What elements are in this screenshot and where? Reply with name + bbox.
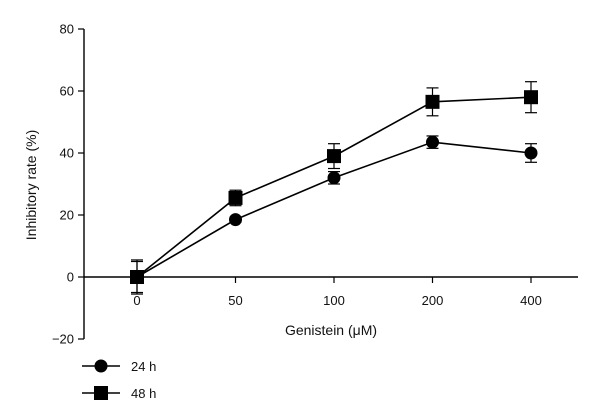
legend-entry: 24 h [82,359,156,374]
y-axis-title: Inhibitory rate (%) [23,130,39,240]
data-point [426,135,439,149]
y-tick-label: 40 [60,146,74,161]
x-tick-label: 50 [228,293,242,308]
y-tick-label: 80 [60,22,74,37]
legend-marker [94,359,108,373]
data-point [327,171,341,185]
series-24h [130,135,538,294]
ticks: −20 0 20 40 60 80 0 50 100 200 400 [52,22,542,347]
legend: 24 h 48 h [82,359,156,401]
legend-label: 48 h [131,386,156,401]
series-48h [130,81,538,295]
data-point [327,149,341,164]
legend-label: 24 h [131,359,156,374]
data-point [425,94,440,109]
data-point [130,270,144,284]
x-axis-title: Genistein (μM) [285,322,377,338]
y-tick-label: 60 [60,84,74,99]
x-tick-label: 0 [133,293,140,308]
y-tick-label: 0 [67,270,74,285]
x-tick-label: 400 [520,293,542,308]
series-layer [130,81,538,295]
data-point [229,213,242,227]
data-point [524,146,538,160]
y-tick-label: 20 [60,208,74,223]
data-point [228,190,243,205]
data-point [524,90,538,105]
axes [83,29,578,339]
x-tick-label: 200 [422,293,444,308]
series-line [136,96,532,278]
x-tick-label: 100 [323,293,345,308]
legend-marker [94,386,108,400]
y-tick-label: −20 [52,332,74,347]
legend-entry: 48 h [82,386,156,401]
